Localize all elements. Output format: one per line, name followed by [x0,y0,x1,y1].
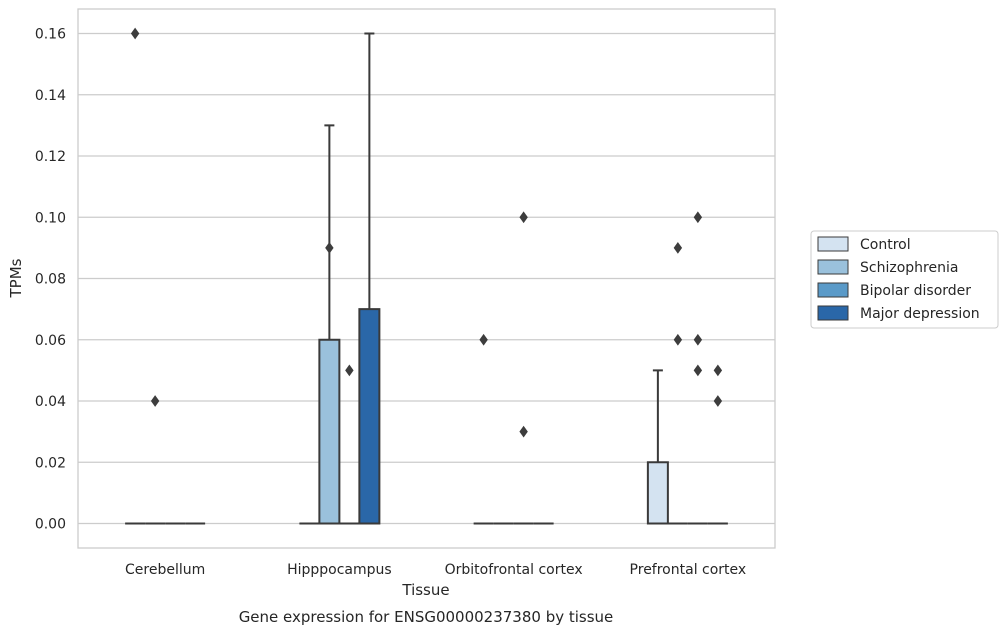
outlier-point [713,395,723,407]
x-tick-label: Prefrontal cortex [630,562,747,578]
y-tick-label: 0.00 [35,517,66,533]
outlier-point [325,242,334,254]
outlier-point [713,364,723,377]
chart-caption: Gene expression for ENSG00000237380 by t… [239,608,614,626]
y-tick-label: 0.04 [35,394,66,410]
box-control [646,369,669,525]
legend-swatch [817,305,849,321]
y-tick-label: 0.14 [35,88,66,104]
x-tick-label: Cerebellum [125,562,205,578]
outlier-point [519,425,528,438]
gridlines [78,32,775,525]
y-tick-label: 0.16 [35,27,66,43]
y-tick-label: 0.02 [35,455,66,471]
outlier-point [693,333,703,346]
outlier-point [693,211,703,224]
box-major-depression [358,32,381,525]
y-axis-ticks: 0.00 0.02 0.04 0.06 0.08 0.10 0.12 0.14 0.16 [35,27,66,533]
outlier-point [519,211,528,224]
x-axis-label: Tissue [401,581,449,599]
y-axis-label: TPMs [7,258,25,298]
outlier-point [345,364,354,377]
legend-swatch [817,282,849,298]
outlier-points [130,27,723,438]
box-schizophrenia [318,124,341,525]
legend-label: Control [860,237,911,253]
outlier-point [673,242,683,254]
outlier-point [479,333,488,346]
legend-label: Bipolar disorder [860,283,971,299]
legend-swatch [817,259,849,275]
legend-frame [810,230,999,329]
plot-frame [77,8,776,549]
y-tick-label: 0.08 [35,272,66,288]
x-tick-label: Orbitofrontal cortex [445,562,583,578]
outlier-point [673,333,683,346]
outlier-point [150,395,160,407]
legend: Control Schizophrenia Bipolar disorder Majo… [810,230,999,329]
legend-label: Major depression [860,306,980,322]
legend-swatch [817,236,849,252]
x-tick-label: Hipppocampus [287,562,392,578]
outlier-point [130,27,140,40]
box-body [358,308,381,525]
y-tick-label: 0.10 [35,210,66,226]
outlier-point [693,364,703,377]
box-body [318,338,341,525]
y-tick-label: 0.06 [35,333,66,349]
y-tick-label: 0.12 [35,149,66,165]
box-body [646,461,669,525]
x-axis-ticks: Cerebellum Hipppocampus Orbitofrontal cort… [125,562,746,578]
box-series [125,32,728,525]
legend-label: Schizophrenia [860,260,958,276]
